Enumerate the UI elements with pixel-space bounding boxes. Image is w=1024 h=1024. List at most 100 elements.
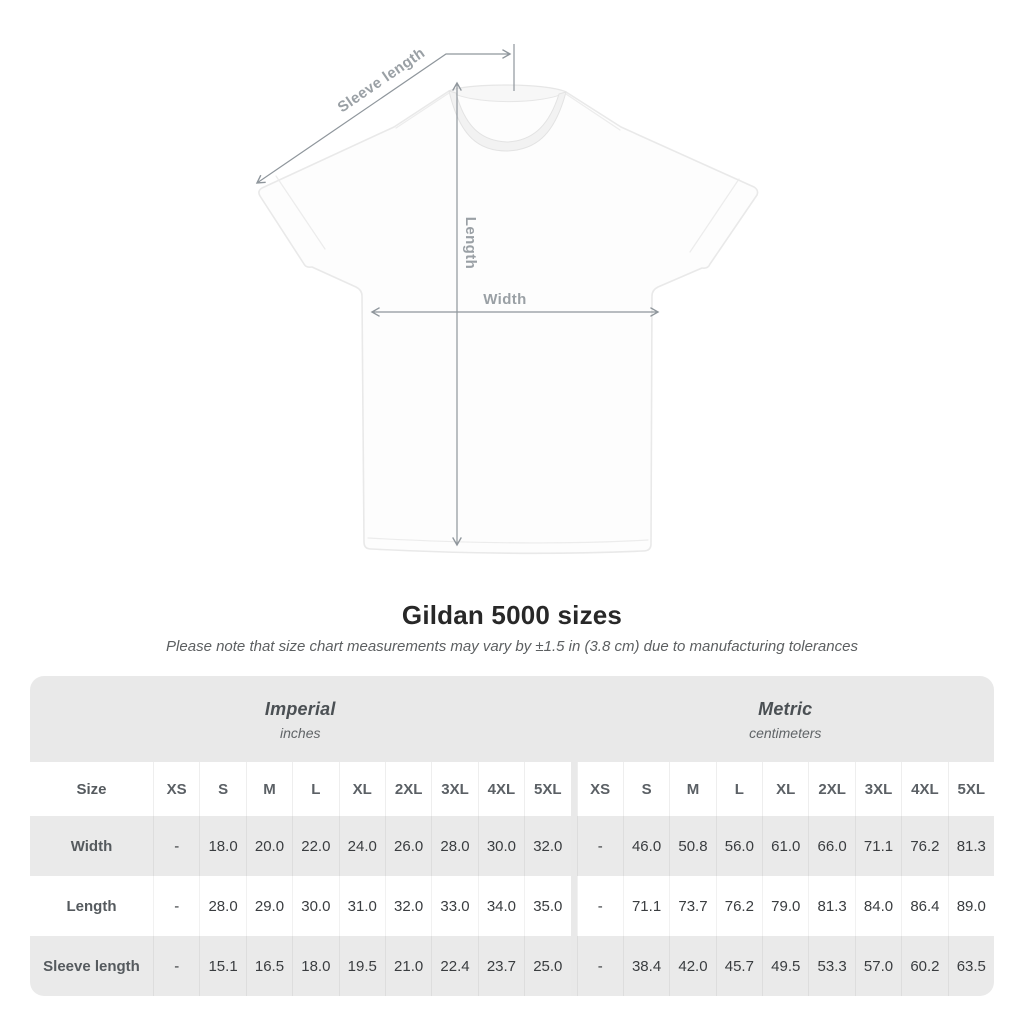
size-col-header-metric: 2XL [808,762,854,816]
value-cell-imperial: 30.0 [477,816,524,876]
value-cell-metric: 50.8 [669,816,715,876]
size-col-header-metric: 3XL [854,762,901,816]
size-col-header-imperial: 5XL [524,762,570,816]
table-row-sleeve-length: Sleeve length -15.1 16.5 18.0 19.5 21.0 22.4 23… [30,936,994,996]
value-cell-imperial: 33.0 [431,876,477,936]
value-cell-imperial: 18.0 [199,816,245,876]
group-divider [570,762,577,816]
page-subtitle: Please note that size chart measurements… [166,638,858,655]
row-label: Width [70,837,113,855]
size-col-header-imperial: 2XL [384,762,431,816]
sleeve-length-label: Sleeve length [335,44,429,116]
sleeve-length-arrow [255,49,512,184]
size-col-header-imperial: XL [338,762,385,816]
table-group-header-row: Imperial inches Metric centimeters [30,676,994,762]
group-divider [570,936,577,996]
value-cell-imperial: - [153,876,199,936]
value-cell-metric: 86.4 [901,876,947,936]
group-divider [570,876,577,936]
value-cell-imperial: 32.0 [384,876,431,936]
value-cell-metric: 71.1 [622,876,669,936]
table-size-header-row: Size XS S M L XL 2XL 3XL 4XL 5XL XS S M L XL 2XL 3XL 4XL… [30,762,994,816]
value-cell-imperial: 30.0 [292,876,338,936]
value-cell-imperial: 34.0 [477,876,524,936]
value-cell-imperial: 16.5 [245,936,292,996]
value-cell-metric: 42.0 [669,936,715,996]
group-unit-metric: centimeters [749,725,822,741]
size-col-header-imperial: 3XL [431,762,477,816]
size-col-header-metric: M [669,762,715,816]
value-cell-metric: 56.0 [715,816,762,876]
value-cell-imperial: 24.0 [338,816,385,876]
value-cell-imperial: 15.1 [199,936,245,996]
value-cell-metric: 89.0 [947,876,994,936]
size-col-header-imperial: 4XL [477,762,524,816]
value-cell-metric: 84.0 [854,876,901,936]
size-col-header-imperial: L [292,762,338,816]
value-cell-metric: 46.0 [622,816,669,876]
size-col-header-imperial: M [245,762,292,816]
value-cell-metric: 73.7 [669,876,715,936]
table-row-length: Length -28.0 29.0 30.0 31.0 32.0 33.0 34.0 35.0-… [30,876,994,936]
value-cell-metric: 45.7 [715,936,762,996]
value-cell-metric: 60.2 [901,936,947,996]
value-cell-metric: - [576,936,623,996]
value-cell-imperial: 22.0 [292,816,338,876]
value-cell-imperial: 18.0 [292,936,338,996]
value-cell-metric: 66.0 [808,816,854,876]
value-cell-metric: - [576,816,623,876]
value-cell-imperial: 23.7 [477,936,524,996]
group-header-imperial: Imperial inches [30,676,571,762]
value-cell-metric: 49.5 [762,936,808,996]
value-cell-metric: 53.3 [808,936,854,996]
value-cell-imperial: 28.0 [431,816,477,876]
table-row-width: Width -18.0 20.0 22.0 24.0 26.0 28.0 30.0 32.0-4… [30,816,994,876]
value-cell-imperial: - [153,936,199,996]
group-divider [570,816,577,876]
value-cell-metric: 63.5 [947,936,994,996]
value-cell-imperial: - [153,816,199,876]
value-cell-imperial: 31.0 [338,876,385,936]
value-cell-imperial: 20.0 [245,816,292,876]
size-col-header-imperial: XS [153,762,199,816]
value-cell-imperial: 19.5 [338,936,385,996]
value-cell-metric: 38.4 [622,936,669,996]
size-col-header-imperial: S [199,762,245,816]
value-cell-imperial: 21.0 [384,936,431,996]
value-cell-imperial: 35.0 [524,876,570,936]
length-label: Length [462,217,479,269]
size-col-header-metric: XS [576,762,623,816]
size-col-header-metric: 4XL [901,762,947,816]
row-label: Sleeve length [43,957,140,975]
value-cell-imperial: 26.0 [384,816,431,876]
value-cell-metric: 71.1 [854,816,901,876]
value-cell-imperial: 25.0 [524,936,570,996]
group-unit-imperial: inches [280,725,321,741]
value-cell-metric: 79.0 [762,876,808,936]
tshirt-diagram-svg: Sleeve length Length Width [255,44,759,554]
size-col-header-metric: L [715,762,762,816]
value-cell-imperial: 32.0 [524,816,570,876]
value-cell-metric: - [576,876,623,936]
value-cell-metric: 76.2 [715,876,762,936]
value-cell-metric: 81.3 [808,876,854,936]
value-cell-metric: 76.2 [901,816,947,876]
tshirt-graphic [258,84,759,554]
value-cell-metric: 81.3 [947,816,994,876]
value-cell-metric: 61.0 [762,816,808,876]
size-col-header-metric: S [622,762,669,816]
tshirt-measurement-diagram: Sleeve length Length Width [255,44,759,554]
size-col-header-metric: XL [762,762,808,816]
group-title-metric: Metric [758,699,813,719]
group-header-metric: Metric centimeters [577,676,995,762]
row-label: Length [66,897,117,915]
value-cell-imperial: 29.0 [245,876,292,936]
group-title-imperial: Imperial [264,699,336,719]
width-label: Width [483,291,527,308]
page-title: Gildan 5000 sizes [401,600,623,630]
value-cell-imperial: 28.0 [199,876,245,936]
value-cell-metric: 57.0 [854,936,901,996]
size-table: Imperial inches Metric centimeters Size … [30,676,994,996]
value-cell-imperial: 22.4 [431,936,477,996]
size-col-header-metric: 5XL [947,762,994,816]
